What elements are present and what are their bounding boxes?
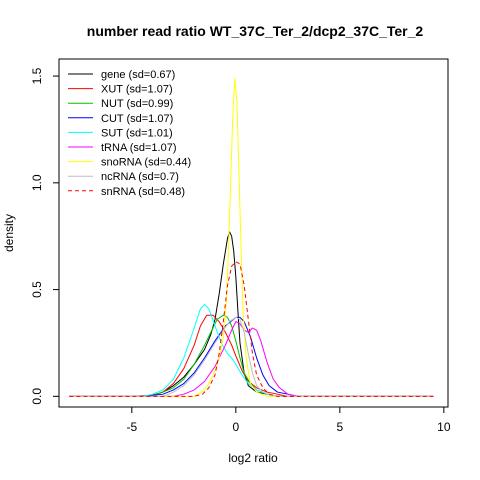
legend: gene (sd=0.67) XUT (sd=1.07) NUT (sd=0.99)…	[68, 69, 191, 198]
y-axis: 0.0 0.5 1.0 1.5	[30, 67, 60, 405]
legend-label: NUT (sd=0.99)	[101, 98, 173, 110]
legend-label: gene (sd=0.67)	[101, 69, 175, 81]
x-tick-label: 10	[437, 420, 451, 434]
legend-label: SUT (sd=1.01)	[101, 127, 173, 139]
x-axis-label: log2 ratio	[228, 451, 278, 465]
legend-label: CUT (sd=1.07)	[101, 113, 173, 125]
series-line	[69, 77, 434, 397]
legend-label: XUT (sd=1.07)	[101, 84, 173, 96]
chart-title: number read ratio WT_37C_Ter_2/dcp2_37C_…	[87, 23, 424, 39]
y-tick-label: 1.5	[30, 67, 44, 84]
y-tick-label: 0.5	[30, 281, 44, 298]
x-tick-label: 0	[232, 420, 239, 434]
series-layer	[69, 77, 434, 397]
x-tick-label: 5	[336, 420, 343, 434]
series-line	[69, 316, 434, 397]
series-line	[69, 314, 434, 397]
legend-label: snoRNA (sd=0.44)	[101, 157, 191, 169]
y-axis-label: density	[2, 214, 16, 252]
legend-label: ncRNA (sd=0.7)	[101, 171, 179, 183]
legend-label: tRNA (sd=1.07)	[101, 142, 177, 154]
legend-label: snRNA (sd=0.48)	[101, 186, 185, 198]
series-line	[69, 261, 434, 397]
y-tick-label: 0.0	[30, 388, 44, 405]
y-tick-label: 1.0	[30, 174, 44, 191]
x-tick-label: -5	[126, 420, 137, 434]
x-axis: -5 0 5 10	[126, 406, 451, 434]
